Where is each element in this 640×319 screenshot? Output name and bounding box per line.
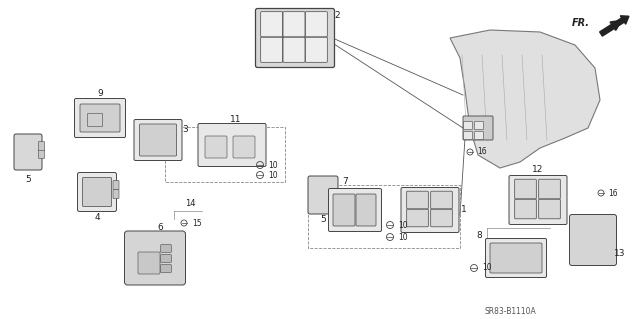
- FancyBboxPatch shape: [474, 131, 483, 139]
- FancyBboxPatch shape: [125, 231, 186, 285]
- FancyBboxPatch shape: [305, 37, 327, 62]
- FancyBboxPatch shape: [486, 239, 547, 278]
- Text: 14: 14: [185, 198, 195, 207]
- Text: 9: 9: [97, 90, 103, 99]
- FancyBboxPatch shape: [14, 134, 42, 170]
- Text: 8: 8: [476, 231, 482, 240]
- FancyBboxPatch shape: [515, 179, 536, 199]
- Text: 5: 5: [320, 216, 326, 225]
- FancyBboxPatch shape: [161, 255, 172, 262]
- FancyBboxPatch shape: [539, 179, 560, 199]
- Text: 16: 16: [477, 147, 486, 157]
- Text: 10: 10: [398, 233, 408, 241]
- FancyBboxPatch shape: [356, 194, 376, 226]
- FancyBboxPatch shape: [401, 188, 459, 233]
- Text: 13: 13: [614, 249, 626, 257]
- FancyBboxPatch shape: [80, 104, 120, 132]
- Text: 10: 10: [268, 170, 278, 180]
- FancyBboxPatch shape: [83, 177, 111, 206]
- FancyBboxPatch shape: [88, 114, 102, 127]
- FancyBboxPatch shape: [113, 189, 119, 198]
- FancyBboxPatch shape: [463, 122, 472, 130]
- Text: 10: 10: [268, 160, 278, 169]
- FancyBboxPatch shape: [463, 131, 472, 139]
- FancyBboxPatch shape: [161, 245, 172, 252]
- FancyBboxPatch shape: [474, 122, 483, 130]
- FancyBboxPatch shape: [113, 181, 119, 189]
- FancyBboxPatch shape: [283, 12, 305, 37]
- FancyBboxPatch shape: [431, 191, 452, 209]
- FancyBboxPatch shape: [333, 194, 355, 226]
- FancyBboxPatch shape: [539, 199, 560, 219]
- FancyBboxPatch shape: [198, 123, 266, 167]
- Text: 2: 2: [335, 11, 340, 20]
- Text: 4: 4: [94, 213, 100, 222]
- Text: 12: 12: [532, 166, 544, 174]
- FancyBboxPatch shape: [431, 209, 452, 227]
- FancyBboxPatch shape: [38, 142, 45, 151]
- FancyBboxPatch shape: [74, 99, 125, 137]
- FancyBboxPatch shape: [328, 189, 381, 232]
- FancyBboxPatch shape: [260, 37, 283, 62]
- Text: 10: 10: [398, 220, 408, 229]
- FancyBboxPatch shape: [255, 9, 335, 68]
- FancyBboxPatch shape: [260, 12, 283, 37]
- FancyBboxPatch shape: [406, 209, 428, 227]
- FancyBboxPatch shape: [161, 265, 172, 272]
- Polygon shape: [450, 30, 600, 168]
- FancyBboxPatch shape: [138, 252, 160, 274]
- FancyBboxPatch shape: [283, 37, 305, 62]
- FancyBboxPatch shape: [515, 199, 536, 219]
- FancyBboxPatch shape: [233, 136, 255, 158]
- FancyArrow shape: [600, 16, 629, 36]
- Text: 5: 5: [25, 175, 31, 184]
- FancyBboxPatch shape: [509, 175, 567, 225]
- Text: 15: 15: [192, 219, 202, 227]
- FancyBboxPatch shape: [134, 120, 182, 160]
- FancyBboxPatch shape: [463, 116, 493, 140]
- Text: FR.: FR.: [572, 18, 590, 28]
- FancyBboxPatch shape: [308, 176, 338, 214]
- FancyBboxPatch shape: [205, 136, 227, 158]
- FancyBboxPatch shape: [77, 173, 116, 211]
- FancyBboxPatch shape: [38, 150, 45, 159]
- FancyBboxPatch shape: [490, 243, 542, 273]
- FancyBboxPatch shape: [140, 124, 177, 156]
- FancyBboxPatch shape: [305, 12, 327, 37]
- Text: 11: 11: [230, 115, 242, 123]
- Text: SR83-B1110A: SR83-B1110A: [484, 308, 536, 316]
- Text: 6: 6: [157, 222, 163, 232]
- Text: 3: 3: [182, 124, 188, 133]
- Text: 1: 1: [461, 205, 467, 214]
- Text: 7: 7: [342, 177, 348, 187]
- FancyBboxPatch shape: [406, 191, 428, 209]
- FancyBboxPatch shape: [570, 214, 616, 265]
- Text: 16: 16: [608, 189, 618, 197]
- Text: 10: 10: [482, 263, 492, 272]
